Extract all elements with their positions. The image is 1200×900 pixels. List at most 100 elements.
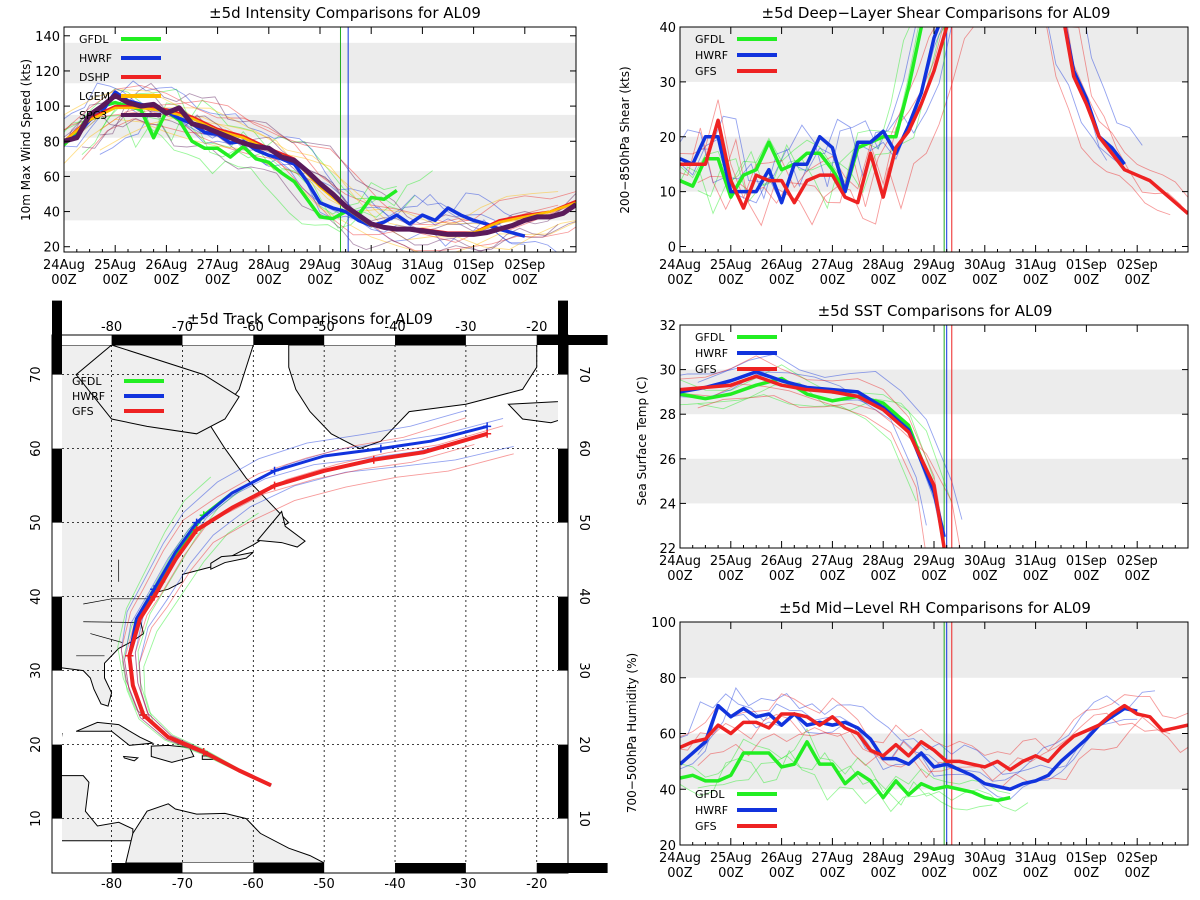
track-xtick-top: -40 [384, 320, 405, 335]
rh-xtick-hour: 00Z [820, 866, 846, 881]
intensity-xtick-date: 01Sep [453, 258, 494, 273]
sst-ensemble-GFS-2 [697, 395, 961, 548]
rh-band-1 [680, 622, 1188, 678]
shear-xtick-hour: 00Z [1074, 273, 1100, 288]
intensity-ytick-label: 100 [35, 100, 60, 115]
intensity-xtick-date: 28Aug [248, 258, 290, 273]
intensity-legend-label: HWRF [79, 52, 112, 65]
rh-ensemble-GFS-1 [680, 693, 1188, 756]
rh-series [680, 703, 1188, 803]
intensity-ytick-label: 40 [43, 206, 60, 221]
rh-ytick-label: 80 [659, 672, 676, 687]
rh-xtick-hour: 00Z [972, 866, 998, 881]
track-border-seg-top [536, 335, 608, 345]
intensity-series-GFDL [64, 100, 398, 221]
intensity-legend-label: SPC3 [79, 109, 107, 122]
sst-ensemble-HWRF-2 [697, 353, 963, 520]
sst-series-GFS [680, 374, 946, 548]
rh-xtick-hour: 00Z [718, 866, 744, 881]
land-south-america [125, 803, 325, 863]
rh-ytick-label: 100 [651, 616, 676, 631]
shear-ytick-label: 40 [659, 21, 676, 36]
shear-xtick-date: 27Aug [811, 258, 853, 273]
rh-legend-label: HWRF [695, 804, 728, 817]
shear-xtick-hour: 00Z [972, 273, 998, 288]
rh-ytick-label: 60 [659, 728, 676, 743]
sst-xtick-hour: 00Z [1124, 569, 1150, 584]
track-border-seg-bottom [536, 863, 608, 873]
shear-ytick-label: 30 [659, 76, 676, 91]
track-xtick-top: -70 [172, 320, 193, 335]
track-point-GFS [270, 481, 279, 490]
track-legend-label: GFDL [72, 375, 102, 388]
intensity-ytick-label: 120 [35, 65, 60, 80]
shear-band-0 [680, 136, 1188, 192]
shear-ytick-label: 10 [659, 186, 676, 201]
intensity-xtick-date: 31Aug [401, 258, 443, 273]
track-map-inner: GFDL HWRF GFS [62, 345, 558, 863]
land-hispaniola [150, 744, 195, 763]
intensity-xtick-date: 24Aug [43, 258, 85, 273]
rh-legend-label: GFS [695, 820, 717, 833]
track-point-GFS [150, 592, 159, 601]
intensity-legend-label: GFDL [79, 33, 109, 46]
intensity-ylabel: 10m Max Wind Speed (kts) [19, 59, 33, 221]
track-xtick-bottom: -60 [243, 877, 264, 892]
sst-xtick-hour: 00Z [1023, 569, 1049, 584]
sst-ensemble-GFDL-2 [697, 382, 953, 504]
rh-plot: 2040608010024Aug00Z25Aug00Z26Aug00Z27Aug… [651, 616, 1189, 881]
track-ensemble-GFS-0 [134, 425, 504, 786]
shear-xtick-hour: 00Z [667, 273, 693, 288]
shear-xtick-date: 29Aug [913, 258, 955, 273]
sst-xtick-hour: 00Z [921, 569, 947, 584]
shear-xtick-hour: 00Z [921, 273, 947, 288]
track-border-seg-right [558, 744, 568, 819]
track-plot: GFDL HWRF GFS -80 -80 -70 -70 -60 -60 -50 -50 -40 -4… [29, 300, 608, 892]
intensity-ensemble-SPC3-0 [64, 110, 559, 252]
rh-xtick-date: 24Aug [659, 851, 701, 866]
rh-xtick-date: 29Aug [913, 851, 955, 866]
intensity-xtick-date: 29Aug [299, 258, 341, 273]
intensity-title: ±5d Intensity Comparisons for AL09 [209, 4, 481, 22]
track-point-HWRF [192, 518, 201, 527]
track-point-GFS [192, 526, 201, 534]
rh-xtick-hour: 00Z [1023, 866, 1049, 881]
track-ensemble-HWRF-1 [124, 436, 475, 786]
track-xtick-bottom: -40 [384, 877, 405, 892]
sst-plot: 22242628303224Aug00Z25Aug00Z26Aug00Z27Au… [659, 319, 1189, 584]
sst-xtick-hour: 00Z [820, 569, 846, 584]
rh-xtick-date: 01Sep [1066, 851, 1107, 866]
track-xtick-bottom: -20 [526, 877, 547, 892]
track-ytick-left: 10 [29, 810, 44, 827]
land-cuba [75, 721, 155, 746]
track-border-seg-top [395, 335, 466, 345]
intensity-band-0 [64, 171, 576, 221]
track-point-HWRF [483, 422, 492, 431]
state-boundary [90, 633, 123, 643]
shear-xtick-hour: 00Z [769, 273, 795, 288]
track-border-seg-right [558, 300, 568, 375]
shear-series [680, 27, 1188, 215]
track-border-seg-top [111, 335, 183, 345]
track-ytick-right: 50 [576, 514, 591, 531]
sst-xtick-hour: 00Z [769, 569, 795, 584]
track-border-seg-bottom [395, 863, 466, 873]
intensity-ensemble-DSHP-1 [64, 85, 576, 224]
sst-xtick-date: 28Aug [862, 554, 904, 569]
shear-xtick-date: 26Aug [761, 258, 803, 273]
intensity-xtick-hour: 00Z [154, 273, 180, 288]
land-nova-scotia [210, 551, 254, 571]
sst-ytick-label: 28 [659, 408, 676, 423]
rh-xtick-date: 28Aug [862, 851, 904, 866]
shear-xtick-date: 31Aug [1015, 258, 1057, 273]
shear-ensemble-GFDL-0 [680, 27, 911, 215]
track-border-seg-left [52, 744, 62, 819]
intensity-ensemble-SPC3-2 [81, 102, 576, 252]
rh-xtick-hour: 00Z [1074, 866, 1100, 881]
intensity-xtick-hour: 00Z [256, 273, 282, 288]
rh-xtick-date: 31Aug [1015, 851, 1057, 866]
intensity-legend-label: DSHP [79, 71, 110, 84]
track-point-GFS [139, 711, 148, 719]
sst-series-GFDL [680, 376, 936, 493]
intensity-xtick-date: 25Aug [94, 258, 136, 273]
